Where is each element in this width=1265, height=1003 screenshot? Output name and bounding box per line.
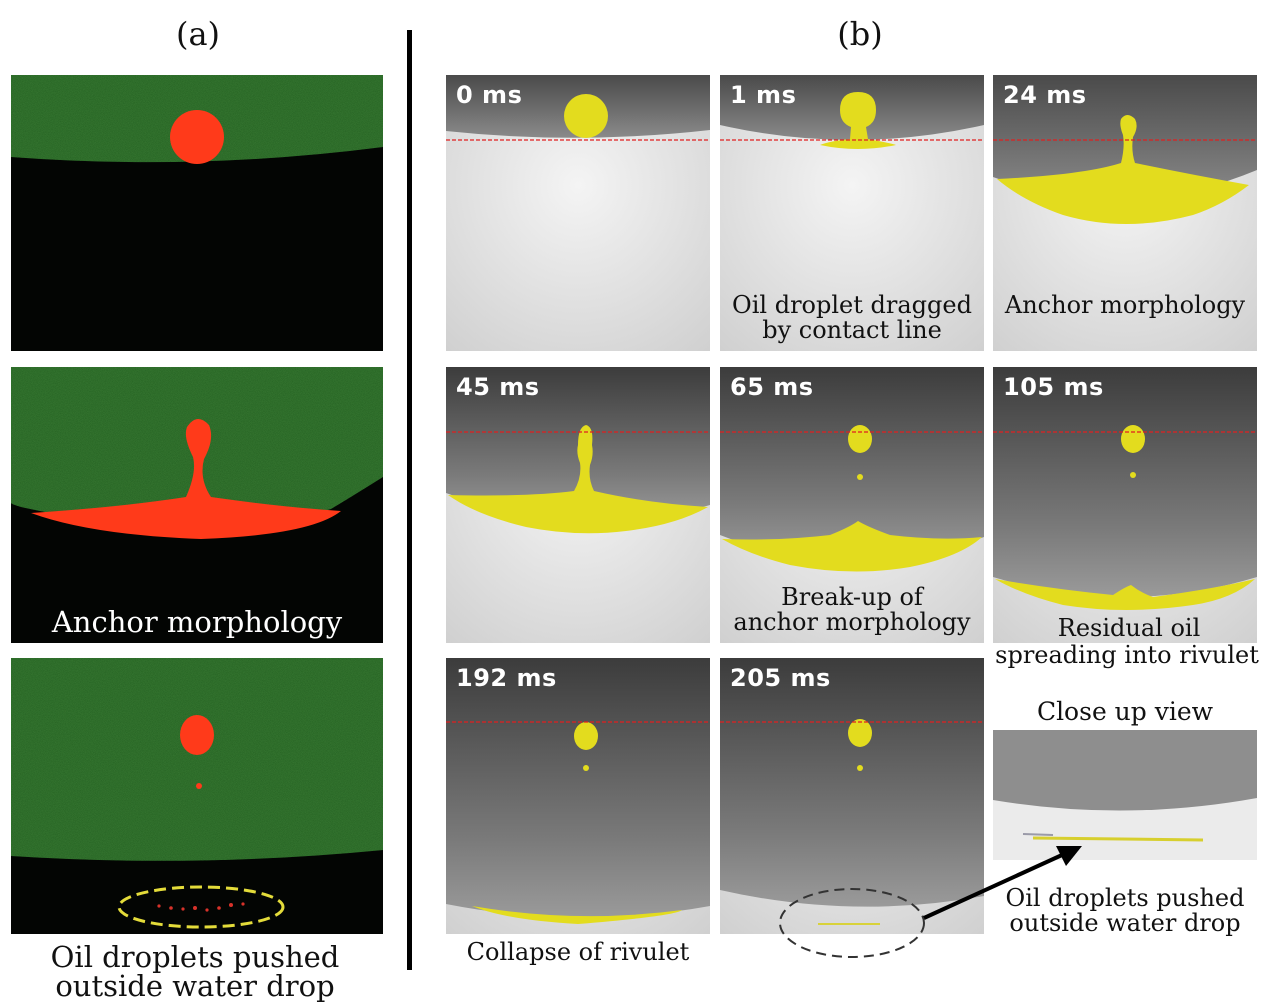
frame-0ms: 0 ms xyxy=(446,75,710,351)
time-label: 205 ms xyxy=(730,664,831,692)
time-label: 1 ms xyxy=(730,81,797,109)
frame-105ms-image xyxy=(993,367,1257,643)
frame-65ms-image xyxy=(720,367,984,643)
closeup-title: Close up view xyxy=(1036,697,1214,726)
expelled-oil-droplets xyxy=(157,902,245,912)
frame-192ms: 192 ms xyxy=(446,658,710,934)
caption-collapse: Collapse of rivulet xyxy=(466,938,690,966)
panel-divider xyxy=(407,30,412,970)
satellite-droplet xyxy=(857,765,863,771)
oil-droplet-line xyxy=(1032,836,1204,842)
caption-residual-line1: Residual oil xyxy=(1057,614,1201,642)
anchor-morphology-caption-a: Anchor morphology xyxy=(51,605,343,639)
fluorescence-frame-2 xyxy=(11,367,383,643)
oil-droplet xyxy=(180,715,214,755)
oil-droplet xyxy=(848,719,872,747)
oil-droplet xyxy=(820,92,896,149)
frame-45ms-image xyxy=(446,367,710,643)
bottom-caption-a-line1: Oil droplets pushed xyxy=(50,940,340,974)
satellite-droplet xyxy=(857,474,863,480)
caption-breakup-line1: Break-up of xyxy=(781,583,923,611)
time-label: 24 ms xyxy=(1003,81,1087,109)
oil-droplet xyxy=(574,722,598,750)
bottom-caption-a-line2: outside water drop xyxy=(55,969,335,1003)
frame-192ms-image xyxy=(446,658,710,934)
time-label: 192 ms xyxy=(456,664,557,692)
panel-b-label: (b) xyxy=(837,15,883,53)
closeup-caption-line1: Oil droplets pushed xyxy=(1005,884,1245,912)
caption-breakup-line2: anchor morphology xyxy=(733,608,971,636)
frame-65ms: 65 ms xyxy=(720,367,984,643)
oil-droplet xyxy=(564,94,608,138)
satellite-droplet xyxy=(583,765,589,771)
fluorescence-image-2 xyxy=(11,367,383,643)
caption-anchor-b: Anchor morphology xyxy=(1004,291,1246,319)
arrow-head xyxy=(1056,846,1082,866)
closeup-caption-line2: outside water drop xyxy=(1009,909,1241,937)
frame-1ms-image xyxy=(720,75,984,351)
satellite-droplet xyxy=(196,783,202,789)
fluorescence-image-1 xyxy=(11,75,383,351)
frame-24ms: 24 ms xyxy=(993,75,1257,351)
satellite-droplet xyxy=(1130,472,1136,478)
closeup-view xyxy=(993,730,1257,860)
fluorescence-frame-3 xyxy=(11,658,383,934)
arrow-shaft xyxy=(923,853,1063,920)
time-label: 45 ms xyxy=(456,373,540,401)
frame-205ms: 205 ms xyxy=(720,658,984,934)
caption-dragged-line2: by contact line xyxy=(762,316,942,344)
time-label: 0 ms xyxy=(456,81,523,109)
frame-105ms: 105 ms xyxy=(993,367,1257,643)
caption-residual-line2: spreading into rivulet xyxy=(995,641,1259,669)
highlight-ellipse-b xyxy=(779,888,925,958)
time-label: 65 ms xyxy=(730,373,814,401)
broken-anchor xyxy=(722,521,982,572)
anchor-morphology xyxy=(997,115,1249,224)
frame-45ms: 45 ms xyxy=(446,367,710,643)
closeup-image xyxy=(993,730,1257,860)
highlight-ellipse xyxy=(117,885,285,929)
fluorescence-image-3 xyxy=(11,658,383,934)
frame-205ms-image xyxy=(720,658,984,934)
collapsed-rivulet xyxy=(472,906,682,924)
caption-dragged-line1: Oil droplet dragged xyxy=(732,291,972,319)
frame-24ms-image xyxy=(993,75,1257,351)
fluorescence-frame-1 xyxy=(11,75,383,351)
frame-1ms: 1 ms xyxy=(720,75,984,351)
rivulet xyxy=(995,579,1255,610)
anchor-morphology xyxy=(448,425,708,534)
anchor-morphology xyxy=(31,418,341,539)
frame-0ms-image xyxy=(446,75,710,351)
oil-droplet xyxy=(170,110,224,164)
time-label: 105 ms xyxy=(1003,373,1104,401)
panel-a-label: (a) xyxy=(175,15,221,53)
